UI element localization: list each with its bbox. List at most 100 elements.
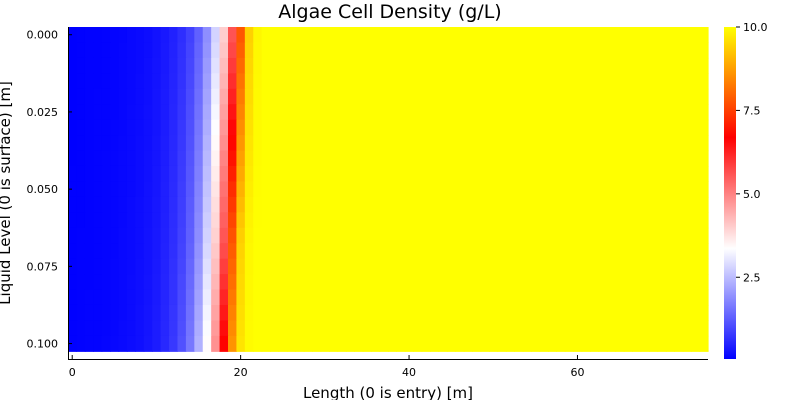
heatmap-cell [455,42,465,59]
heatmap-cell [522,57,532,74]
heatmap-cell [590,165,600,183]
heatmap-cell [362,119,372,136]
heatmap-cell [160,243,170,260]
heatmap-cell [329,320,339,337]
heatmap-cell [573,73,583,90]
heatmap-cell [548,27,558,44]
heatmap-cell [649,57,659,74]
heatmap-cell [228,42,238,59]
heatmap-cell [118,335,128,352]
heatmap-cell [135,227,145,244]
heatmap-cell [573,196,583,213]
heatmap-cell [548,212,558,229]
heatmap-cell [404,88,414,105]
heatmap-cell [152,181,162,198]
heatmap-cell [682,212,692,229]
heatmap-cell [312,27,322,44]
heatmap-cell [404,274,414,291]
heatmap-cell [177,181,187,198]
heatmap-cell [219,135,229,152]
heatmap-cell [126,274,136,291]
heatmap-cell [396,274,406,291]
heatmap-cell [312,258,322,275]
heatmap-cell [691,274,701,291]
heatmap-cell [110,274,120,291]
heatmap-cell [505,119,515,136]
heatmap-cell [446,304,456,321]
heatmap-cell [632,27,642,44]
heatmap-cell [177,27,187,44]
heatmap-cell [413,27,423,44]
heatmap-cell [160,88,170,105]
heatmap-cell [118,150,128,167]
heatmap-cell [371,335,381,352]
heatmap-cell [480,57,490,74]
heatmap-cell [480,258,490,275]
heatmap-cell [606,274,616,291]
heatmap-cell [118,73,128,90]
heatmap-cell [665,196,675,213]
heatmap-cell [194,73,204,90]
heatmap-cell [177,73,187,90]
heatmap-cell [691,243,701,260]
heatmap-cell [211,320,221,337]
heatmap-cell [606,212,616,229]
heatmap-cell [657,165,667,183]
heatmap-cell [185,73,195,90]
heatmap-cell [590,274,600,291]
heatmap-cell [649,88,659,105]
heatmap-cell [489,181,499,198]
colorbar-ticks: 2.55.07.510.0 [736,21,768,284]
heatmap-cell [312,181,322,198]
heatmap-cell [649,304,659,321]
heatmap-cell [573,335,583,352]
heatmap-cell [623,88,633,105]
heatmap-cell [169,289,179,306]
heatmap-cell [345,335,355,352]
heatmap-cell [522,243,532,260]
heatmap-cell [455,243,465,260]
heatmap-cell [388,135,398,152]
y-tick-label: 0.000 [27,29,59,42]
heatmap-cell [286,304,296,321]
heatmap-cell [236,150,246,167]
heatmap-cell [699,274,709,291]
heatmap-cell [455,320,465,337]
heatmap-cell [76,73,86,90]
heatmap-cell [211,289,221,306]
heatmap-cell [606,42,616,59]
heatmap-cell [320,181,330,198]
heatmap-cell [126,258,136,275]
heatmap-cell [388,57,398,74]
heatmap-cell [253,150,263,167]
heatmap-cell [194,304,204,321]
heatmap-cell [135,181,145,198]
heatmap-cell [160,196,170,213]
heatmap-cell [590,335,600,352]
heatmap-cell [236,212,246,229]
heatmap-cell [261,88,271,105]
heatmap-cell [446,289,456,306]
heatmap-cell [101,320,111,337]
heatmap-cell [404,196,414,213]
heatmap-cell [489,212,499,229]
heatmap-cell [236,196,246,213]
heatmap-cell [388,289,398,306]
heatmap-cell [110,212,120,229]
heatmap-cell [497,181,507,198]
heatmap-cell [455,304,465,321]
heatmap-cell [152,119,162,136]
heatmap-cell [303,289,313,306]
heatmap-cell [152,335,162,352]
heatmap-cell [446,181,456,198]
heatmap-cell [573,27,583,44]
heatmap-cell [581,181,591,198]
heatmap-cell [522,181,532,198]
heatmap-cell [396,196,406,213]
heatmap-cell [76,57,86,74]
heatmap-cell [649,335,659,352]
heatmap-cell [438,212,448,229]
heatmap-cell [320,274,330,291]
heatmap-cell [564,196,574,213]
